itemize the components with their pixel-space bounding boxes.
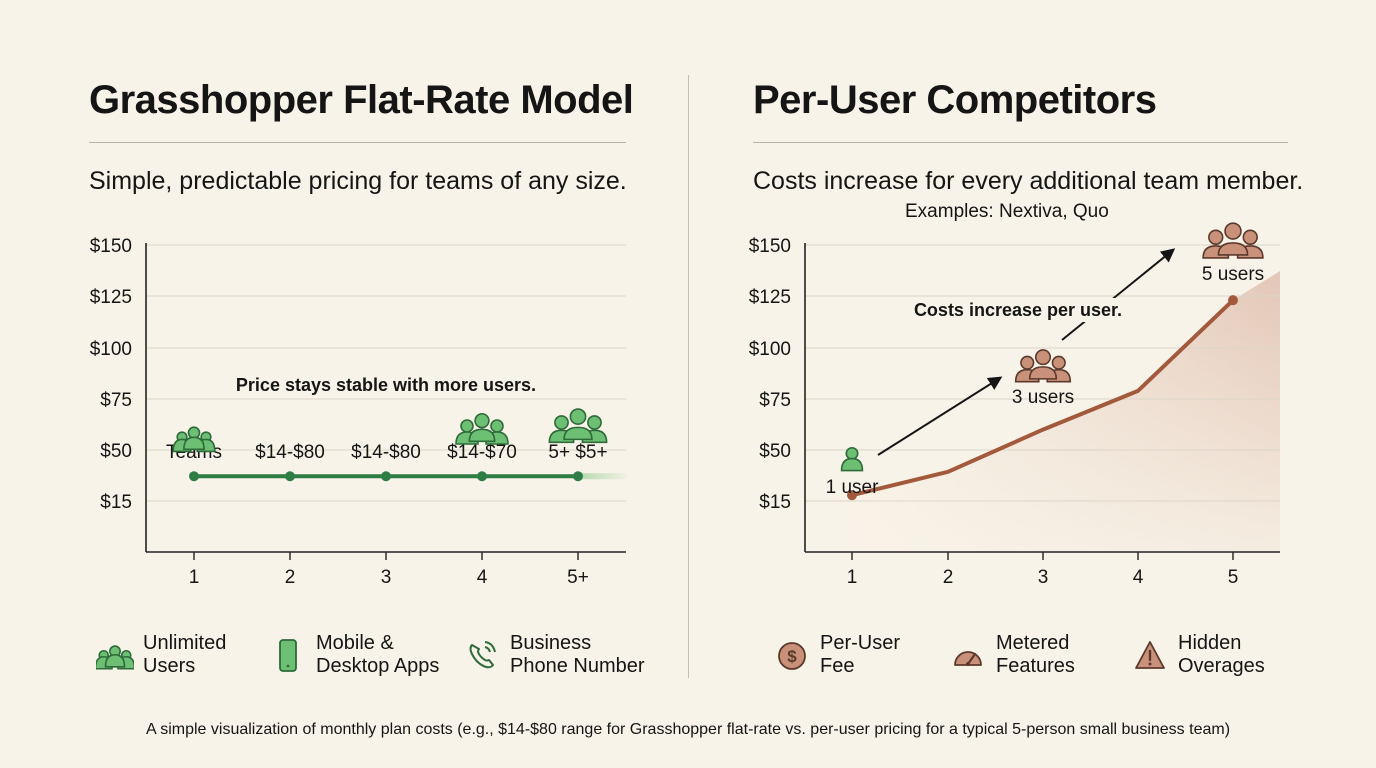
legend-item: Unlimited Users	[95, 632, 226, 678]
group-icon	[455, 412, 509, 445]
group-icon	[1014, 349, 1072, 383]
group-icon	[548, 408, 608, 444]
trend-arrow	[877, 376, 1003, 456]
left-y-tick-label: $100	[90, 339, 132, 360]
flat-rate-point	[573, 471, 583, 482]
group-icon	[172, 426, 216, 453]
right-examples: Examples: Nextiva, Quo	[905, 201, 1109, 222]
left-y-tick-label: $75	[100, 390, 132, 411]
user-icon	[840, 446, 864, 472]
phone-icon	[462, 636, 502, 676]
left-line-fade	[578, 473, 626, 480]
left-x-tick-label: 1	[189, 567, 200, 588]
panel-divider	[688, 75, 689, 678]
legend-label: Business Phone Number	[510, 632, 645, 677]
left-x-tick-label: 4	[477, 567, 488, 588]
user-count-label: 5 users	[1202, 264, 1264, 285]
right-x-tick-label: 5	[1228, 567, 1239, 588]
svg-text:$: $	[787, 647, 797, 666]
legend-label: Hidden Overages	[1178, 632, 1265, 677]
right-y-tick-label: $75	[759, 390, 791, 411]
legend-item: Metered Features	[948, 632, 1075, 678]
legend-item: Mobile & Desktop Apps	[268, 632, 439, 678]
right-x-tick-label: 1	[847, 567, 858, 588]
user-count-label: 3 users	[1012, 387, 1074, 408]
flat-rate-point-label: $14-$80	[351, 442, 421, 463]
warning-icon	[1130, 636, 1170, 676]
trend-arrow	[1061, 248, 1176, 341]
left-subtitle: Simple, predictable pricing for teams of…	[89, 167, 627, 195]
per-user-annotation: Costs increase per user.	[914, 300, 1122, 320]
caption: A simple visualization of monthly plan c…	[145, 721, 1231, 738]
right-subtitle: Costs increase for every additional team…	[753, 167, 1304, 195]
per-user-point	[847, 490, 857, 501]
smartphone-icon	[268, 636, 308, 676]
legend-item: Hidden Overages	[1130, 632, 1265, 678]
flat-rate-point	[381, 471, 391, 482]
flat-rate-point-label: 5+ $5+	[548, 442, 607, 463]
left-x-tick-label: 5+	[567, 567, 589, 588]
group-icon	[1202, 222, 1264, 259]
annotation-backdrop	[907, 298, 1129, 322]
right-y-tick-label: $50	[759, 441, 791, 462]
right-x-tick-label: 2	[943, 567, 954, 588]
flat-rate-point	[189, 471, 199, 482]
right-title-rule	[753, 142, 1288, 143]
left-y-tick-label: $15	[100, 492, 132, 513]
flat-rate-annotation: Price stays stable with more users.	[236, 375, 536, 395]
gauge-icon	[948, 636, 988, 676]
flat-rate-point	[285, 471, 295, 482]
per-user-chart: $15 $50 $75 $100 $125 $150 1 2 3 4 5 1 user 3 users 5…	[749, 222, 1280, 588]
right-title: Per-User Competitors	[753, 78, 1157, 122]
left-x-tick-label: 2	[285, 567, 296, 588]
group-icon	[95, 636, 135, 676]
user-count-label: 1 user	[826, 477, 879, 498]
flat-rate-point-label: $14-$80	[255, 442, 325, 463]
right-y-tick-label: $15	[759, 492, 791, 513]
left-title-rule	[89, 142, 626, 143]
per-user-line	[850, 298, 1235, 498]
legend-label: Metered Features	[996, 632, 1075, 677]
right-y-tick-label: $150	[749, 236, 791, 257]
right-x-tick-label: 4	[1133, 567, 1144, 588]
left-y-tick-label: $50	[100, 441, 132, 462]
dollar-coin-icon: $	[772, 636, 812, 676]
legend-label: Unlimited Users	[143, 632, 227, 677]
per-user-area-fade	[852, 271, 1280, 551]
right-y-tick-label: $125	[749, 287, 791, 308]
left-x-tick-label: 3	[381, 567, 392, 588]
legend-label: Per-User Fee	[820, 632, 901, 677]
flat-rate-point-label: $14-$70	[447, 442, 517, 463]
flat-rate-point	[477, 471, 487, 482]
legend-item: $ Per-User Fee	[772, 632, 900, 678]
right-x-tick-label: 3	[1038, 567, 1049, 588]
left-y-tick-label: $125	[90, 287, 132, 308]
legend-label: Mobile & Desktop Apps	[316, 632, 440, 677]
left-title: Grasshopper Flat-Rate Model	[89, 78, 634, 122]
legend-item: Business Phone Number	[462, 632, 645, 678]
per-user-point	[1228, 295, 1238, 306]
left-y-tick-label: $150	[90, 236, 132, 257]
right-y-tick-label: $100	[749, 339, 791, 360]
